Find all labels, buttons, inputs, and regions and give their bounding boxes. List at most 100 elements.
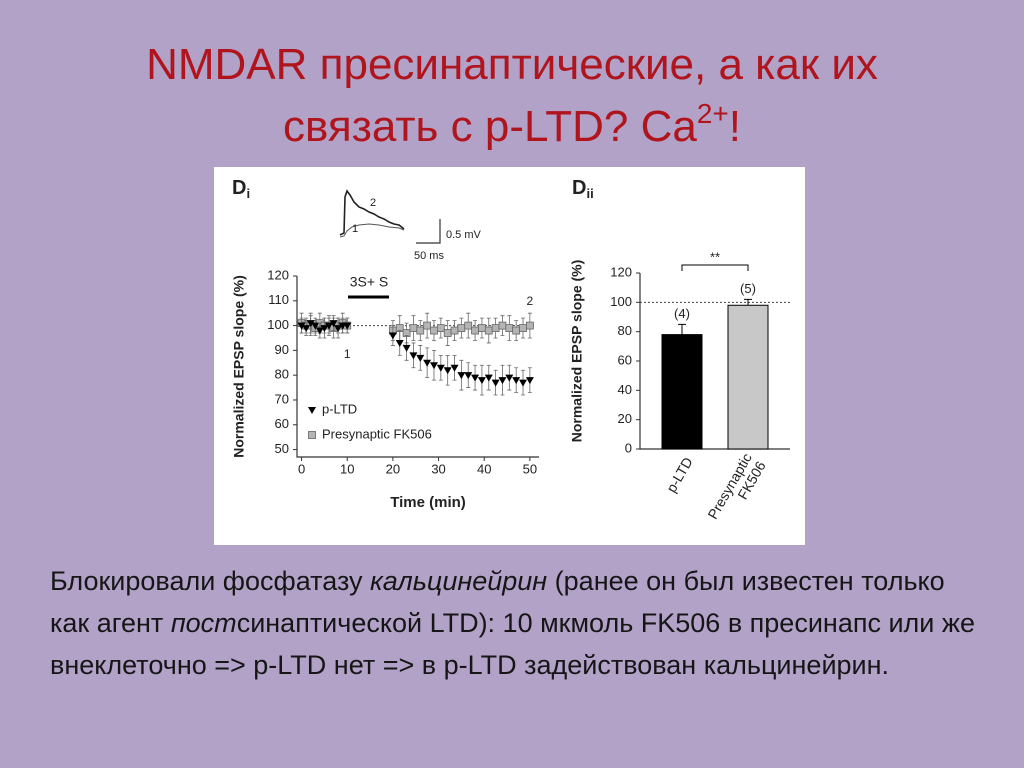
panel-subscript: ii	[586, 186, 593, 201]
panel-label: Dii	[572, 177, 594, 201]
x-tick-label: 30	[431, 461, 445, 476]
data-point	[525, 377, 534, 385]
data-point	[423, 321, 432, 330]
legend-label: p-LTD	[322, 401, 357, 416]
x-axis-title: Time (min)	[390, 494, 466, 511]
data-point	[436, 324, 445, 332]
inset-trace	[339, 223, 405, 238]
y-tick-label: 120	[267, 267, 289, 282]
data-point	[505, 324, 514, 332]
data-point	[297, 322, 306, 330]
body-run: пост	[170, 608, 237, 638]
data-point	[471, 374, 480, 382]
y-tick-label: 60	[275, 416, 289, 431]
data-point	[334, 325, 343, 333]
x-tick-label: 10	[340, 461, 354, 476]
y-tick-label: 80	[275, 367, 289, 382]
body-run: Блокировали фосфатазу	[50, 566, 371, 596]
data-point	[478, 324, 486, 332]
data-point	[491, 379, 500, 387]
x-tick-label: 20	[386, 461, 400, 476]
y-tick-label: 120	[610, 264, 632, 279]
data-point	[443, 367, 452, 375]
data-point	[402, 344, 411, 352]
n-label: (5)	[740, 281, 756, 296]
y-tick-label: 90	[275, 342, 289, 357]
data-point	[416, 354, 425, 362]
legend-marker	[308, 431, 316, 439]
bar	[727, 304, 769, 450]
data-point	[429, 362, 438, 370]
scale-label: 0.5 mV	[446, 229, 482, 241]
data-point	[450, 364, 459, 372]
data-point	[484, 326, 493, 335]
title-text: связать с p-LTD? Ca	[282, 102, 697, 151]
panel-label: Di	[232, 177, 250, 201]
figure-background	[214, 167, 805, 545]
data-point	[519, 324, 527, 332]
data-point	[306, 320, 315, 328]
data-point	[388, 332, 397, 340]
data-point	[409, 352, 418, 360]
x-tick-label: 0	[298, 461, 305, 476]
data-point	[505, 374, 514, 382]
body-run: кальцинейрин	[370, 566, 548, 596]
x-tick-label: 40	[477, 461, 491, 476]
data-point	[311, 322, 320, 330]
title-text: NMDAR пресинаптические, а как их	[146, 40, 878, 89]
data-point	[464, 372, 473, 380]
stimulus-label: 3S+ S	[350, 274, 389, 290]
data-point	[443, 329, 452, 337]
data-point	[315, 327, 324, 335]
data-point	[457, 372, 466, 380]
data-point	[436, 364, 445, 372]
data-point	[512, 326, 521, 335]
scale-bar	[416, 219, 441, 244]
panel-subscript: i	[246, 186, 250, 201]
data-point	[409, 324, 418, 332]
data-point	[491, 324, 500, 332]
panel-letter: D	[572, 177, 586, 199]
data-point	[471, 326, 479, 335]
title-text: !	[728, 102, 741, 151]
title-line: NMDAR пресинаптические, а как их	[0, 34, 1024, 96]
legend-label: Presynaptic FK506	[322, 426, 432, 441]
panel-letter: D	[232, 177, 246, 199]
y-tick-label: 60	[618, 352, 632, 367]
data-point	[498, 321, 507, 330]
data-point	[484, 374, 493, 382]
y-tick-label: 110	[268, 292, 289, 307]
data-point	[343, 322, 352, 330]
data-point	[477, 377, 486, 385]
data-point	[498, 377, 507, 385]
body-text: Блокировали фосфатазу кальцинейрин (ране…	[50, 560, 990, 686]
legend-marker	[308, 407, 316, 414]
y-tick-label: 20	[618, 411, 632, 426]
data-point	[457, 324, 466, 332]
data-point	[512, 377, 521, 385]
data-point	[320, 325, 329, 333]
bar	[661, 334, 703, 450]
point-label: 1	[344, 347, 351, 361]
y-tick-label: 0	[625, 440, 632, 455]
data-point	[525, 321, 534, 330]
inset-trace	[339, 189, 405, 236]
title-line: связать с p-LTD? Ca2+!	[0, 96, 1024, 163]
title-superscript: 2+	[696, 98, 729, 129]
data-point	[450, 326, 459, 335]
inset-label: 1	[352, 223, 358, 235]
data-point	[519, 379, 528, 387]
error-bar	[744, 298, 752, 306]
data-point	[329, 320, 338, 328]
y-tick-label: 50	[275, 441, 289, 456]
data-point	[416, 326, 425, 335]
y-axis-title: Normalized EPSP slope (%)	[569, 260, 585, 443]
error-bar	[678, 323, 686, 335]
y-tick-label: 100	[267, 317, 289, 332]
axis-line	[296, 276, 539, 458]
data-point	[464, 321, 473, 330]
y-axis-title: Normalized EPSP slope (%)	[231, 275, 247, 458]
significance-bracket	[681, 264, 749, 271]
